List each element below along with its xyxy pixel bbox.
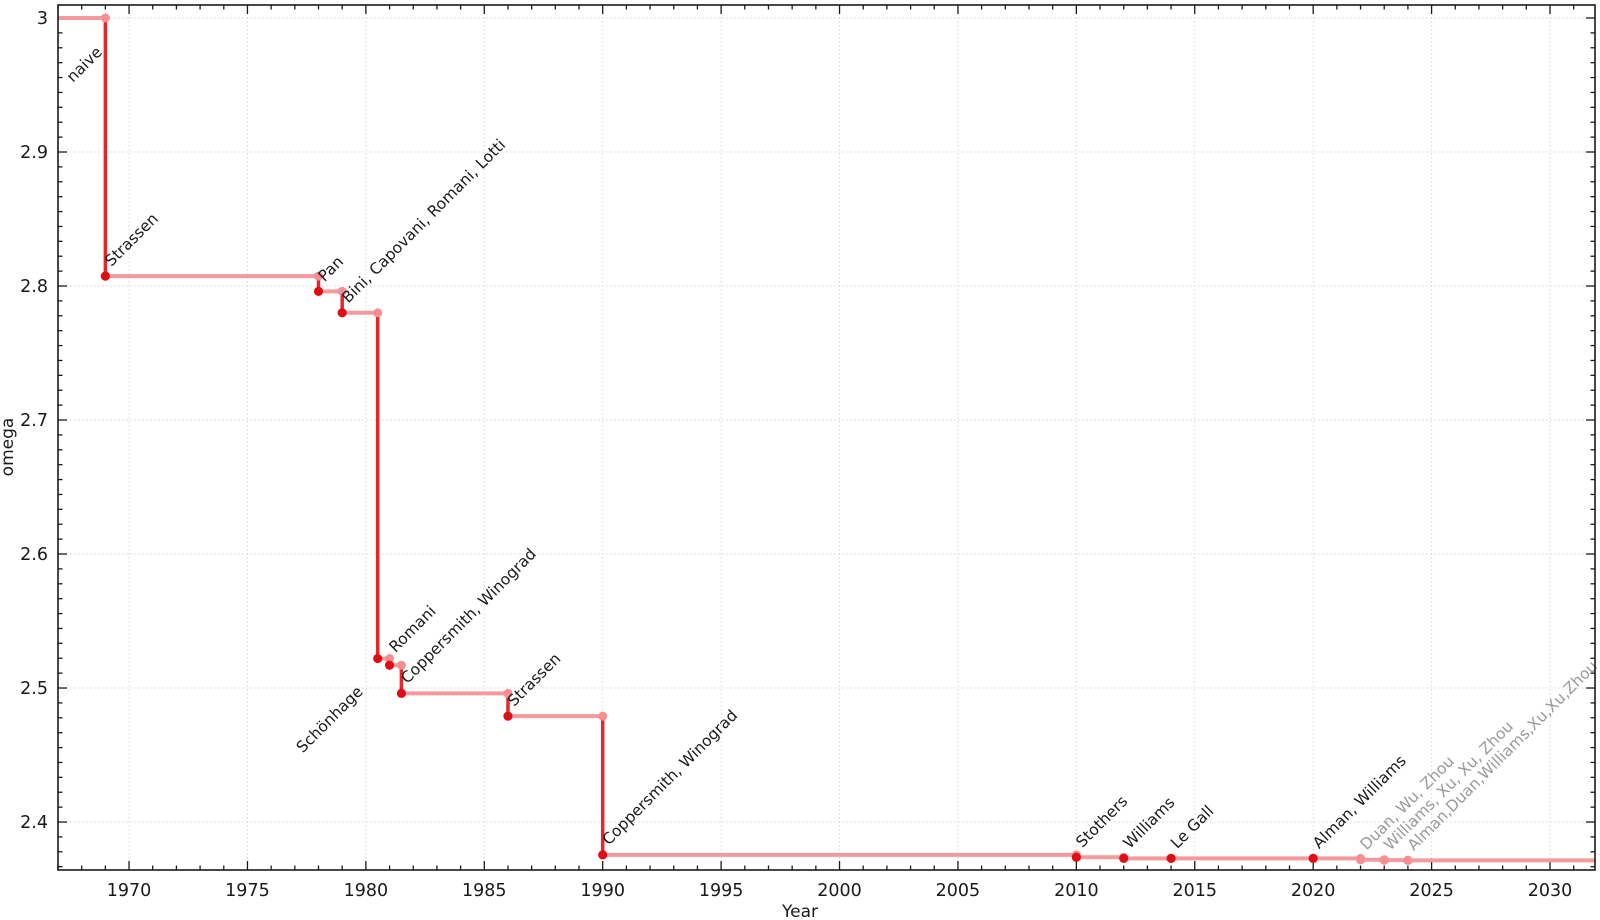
x-tick-label: 2030 [1528, 881, 1573, 901]
data-point [337, 308, 347, 318]
data-point [1071, 852, 1081, 862]
data-point-previous [100, 13, 110, 23]
data-point [503, 711, 513, 721]
x-tick-label: 1990 [580, 881, 625, 901]
y-tick-label: 2.8 [20, 277, 48, 297]
data-point-previous [503, 688, 513, 698]
data-point [1403, 855, 1413, 866]
data-point [396, 688, 406, 698]
x-tick-label: 1995 [699, 881, 744, 901]
x-tick-label: 1970 [107, 881, 152, 901]
x-tick-label: 1975 [225, 881, 270, 901]
x-tick-label: 2025 [1409, 881, 1454, 901]
data-point [1308, 853, 1318, 863]
x-tick-label: 2010 [1054, 881, 1099, 901]
y-tick-label: 2.5 [20, 679, 48, 699]
data-point [384, 660, 395, 670]
data-point-previous [385, 654, 395, 664]
data-point-previous [373, 308, 383, 318]
data-point-previous [337, 286, 347, 296]
data-point-previous [396, 660, 406, 670]
x-tick-label: 2000 [817, 881, 862, 901]
data-point [100, 271, 110, 281]
y-tick-label: 2.9 [20, 143, 48, 163]
data-point [373, 653, 383, 664]
y-tick-label: 2.7 [20, 411, 48, 431]
x-tick-label: 1980 [344, 881, 389, 901]
plot-border [57, 4, 1596, 871]
x-tick-label: 2005 [936, 881, 981, 901]
data-point [1355, 855, 1366, 865]
data-point [1379, 855, 1389, 865]
data-point [1119, 853, 1129, 863]
data-point [598, 850, 608, 860]
y-tick-label: 2.6 [20, 545, 48, 565]
x-tick-label: 2020 [1291, 881, 1336, 901]
data-point [1166, 853, 1176, 863]
data-point [313, 286, 324, 296]
x-tick-label: 1985 [462, 881, 507, 901]
x-tick-label: 2015 [1172, 881, 1217, 901]
y-tick-label: 2.4 [20, 813, 48, 833]
data-point-previous [598, 711, 608, 721]
y-tick-label: 3 [37, 9, 48, 29]
data-point-previous [314, 271, 324, 281]
